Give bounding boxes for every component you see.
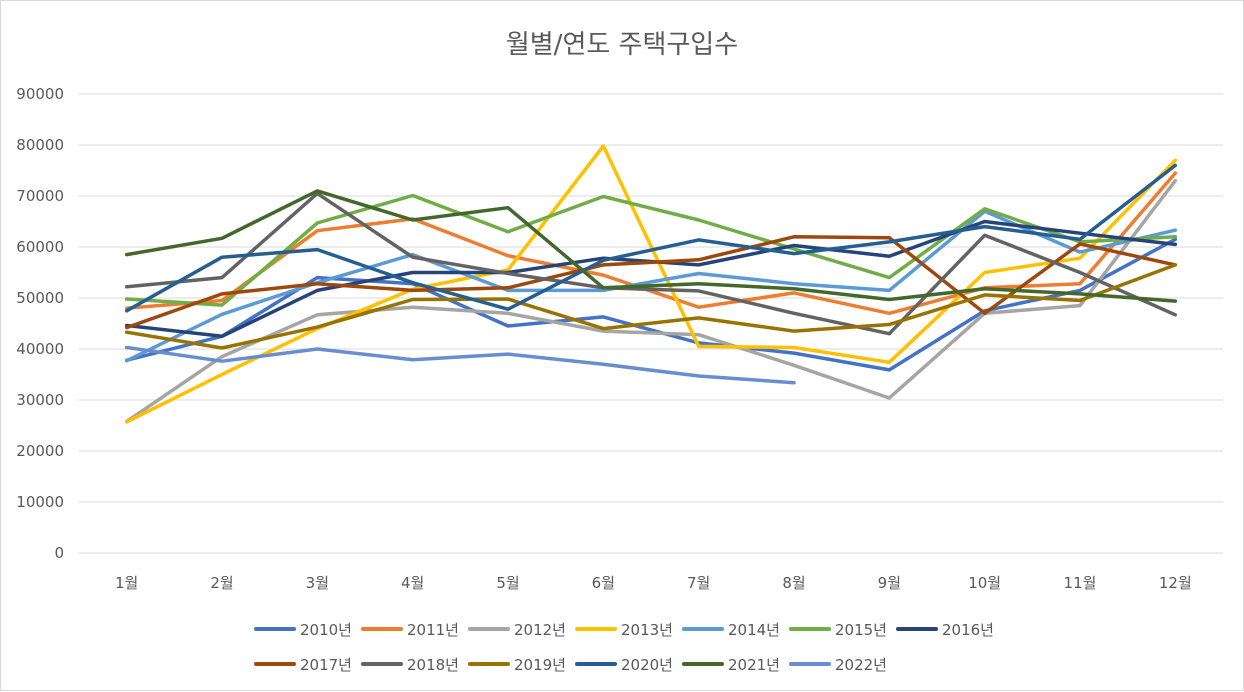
y-tick-label: 0 xyxy=(54,544,64,562)
series-line-2017년 xyxy=(124,235,1178,330)
chart-title: 월별/연도 주택구입수 xyxy=(506,30,738,60)
legend: 2010년 2011년 2012년 2013년 2014년 2015년 2016년 2017년… xyxy=(254,621,994,674)
legend-item: 2021년 xyxy=(682,656,780,674)
legend-label: 2010년 xyxy=(300,621,352,639)
x-tick-label: 11월 xyxy=(1064,574,1097,592)
legend-item: 2022년 xyxy=(789,656,887,674)
series-line-2020년 xyxy=(124,163,1178,313)
series-line-2018년 xyxy=(124,191,1178,336)
legend-item: 2020년 xyxy=(575,656,673,674)
series-line-2022년 xyxy=(124,345,796,385)
x-tick-label: 4월 xyxy=(401,574,424,592)
x-tick-label: 5월 xyxy=(496,574,519,592)
y-tick-label: 30000 xyxy=(16,391,64,409)
legend-label: 2021년 xyxy=(728,656,780,674)
legend-item: 2017년 xyxy=(254,656,352,674)
x-tick-label: 8월 xyxy=(782,574,805,592)
legend-label: 2013년 xyxy=(621,621,673,639)
legend-label: 2016년 xyxy=(942,621,994,639)
legend-label: 2019년 xyxy=(514,656,566,674)
y-axis-tick-labels: 0 10000 20000 30000 40000 50000 60000 70000 8000… xyxy=(16,85,64,562)
series-line-2014년 xyxy=(124,209,1178,363)
y-tick-label: 40000 xyxy=(16,340,64,358)
y-tick-label: 90000 xyxy=(16,85,64,103)
legend-item: 2018년 xyxy=(361,656,459,674)
x-tick-label: 10월 xyxy=(968,574,1001,592)
legend-item: 2014년 xyxy=(682,621,780,639)
x-axis-tick-labels: 1월 2월 3월 4월 5월 6월 7월 8월 9월 10월 11월 12월 xyxy=(115,574,1192,592)
x-tick-label: 3월 xyxy=(306,574,329,592)
legend-item: 2013년 xyxy=(575,621,673,639)
series-line-2019년 xyxy=(124,263,1178,350)
x-tick-label: 9월 xyxy=(878,574,901,592)
y-tick-label: 70000 xyxy=(16,187,64,205)
y-tick-label: 10000 xyxy=(16,493,64,511)
series-lines xyxy=(124,144,1178,424)
series-line-2011년 xyxy=(124,171,1178,316)
y-tick-label: 80000 xyxy=(16,136,64,154)
legend-item: 2010년 xyxy=(254,621,352,639)
legend-item: 2016년 xyxy=(896,621,994,639)
legend-label: 2011년 xyxy=(407,621,459,639)
x-tick-label: 6월 xyxy=(592,574,615,592)
series-line-2012년 xyxy=(124,178,1178,424)
series-line-2021년 xyxy=(124,189,1178,303)
x-tick-label: 2월 xyxy=(210,574,233,592)
legend-label: 2015년 xyxy=(835,621,887,639)
legend-item: 2012년 xyxy=(468,621,566,639)
legend-label: 2014년 xyxy=(728,621,780,639)
x-tick-label: 12월 xyxy=(1159,574,1192,592)
legend-item: 2019년 xyxy=(468,656,566,674)
series-line-2015년 xyxy=(124,193,1178,307)
series-line-2013년 xyxy=(124,144,1178,424)
legend-label: 2012년 xyxy=(514,621,566,639)
x-tick-label: 1월 xyxy=(115,574,138,592)
y-tick-label: 50000 xyxy=(16,289,64,307)
series-line-2016년 xyxy=(124,219,1178,339)
legend-label: 2022년 xyxy=(835,656,887,674)
legend-item: 2011년 xyxy=(361,621,459,639)
x-tick-label: 7월 xyxy=(687,574,710,592)
legend-label: 2020년 xyxy=(621,656,673,674)
legend-label: 2018년 xyxy=(407,656,459,674)
y-tick-label: 20000 xyxy=(16,442,64,460)
legend-item: 2015년 xyxy=(789,621,887,639)
y-tick-label: 60000 xyxy=(16,238,64,256)
legend-label: 2017년 xyxy=(300,656,352,674)
